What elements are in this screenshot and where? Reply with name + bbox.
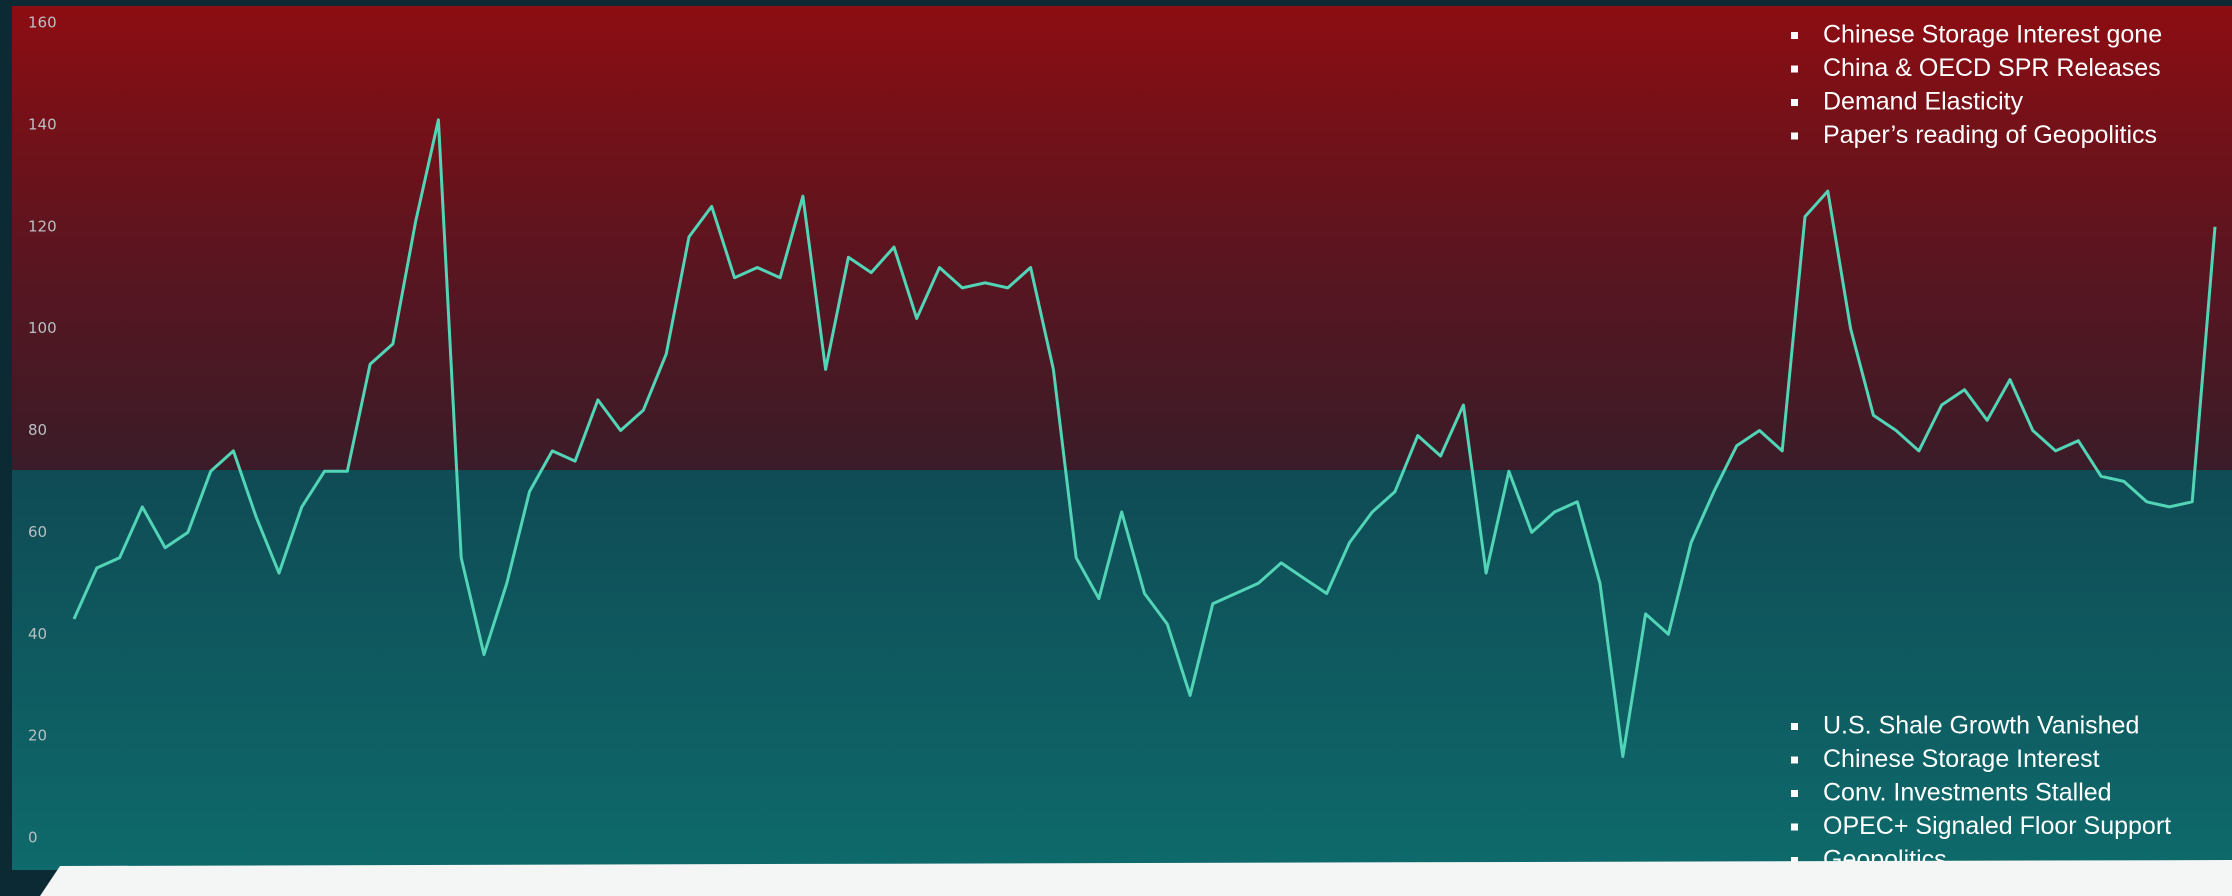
upper-band	[12, 6, 2232, 470]
y-tick-label: 0	[28, 829, 38, 847]
bullet	[1791, 857, 1798, 864]
bullet	[1791, 723, 1798, 730]
annotation: U.S. Shale Growth Vanished	[1823, 712, 2139, 740]
bullet	[1791, 32, 1798, 39]
bullet	[1791, 99, 1798, 106]
price-line	[72, 118, 2217, 758]
annotation: Chinese Storage Interest	[1823, 745, 2100, 773]
bullet	[1791, 823, 1798, 831]
y-tick-label: 60	[28, 523, 47, 541]
annotation: Chinese Storage Interest gone	[1823, 21, 2162, 49]
bullet	[1791, 132, 1798, 140]
y-tick-label: 80	[28, 421, 47, 439]
bullet	[1791, 790, 1798, 797]
bullet	[1791, 65, 1798, 73]
annotation: Conv. Investments Stalled	[1823, 779, 2112, 807]
lower-band	[12, 470, 2232, 870]
bullet	[1791, 756, 1798, 764]
annotation: Demand Elasticity	[1823, 88, 2024, 116]
y-tick-label: 40	[28, 625, 47, 643]
y-tick-label: 120	[28, 217, 57, 235]
annotation: China & OECD SPR Releases	[1823, 54, 2161, 82]
y-tick-label: 100	[28, 319, 57, 337]
bottom-strip	[40, 860, 2232, 896]
y-tick-label: 20	[28, 727, 47, 745]
y-tick-label: 140	[28, 115, 57, 133]
y-tick-label: 160	[28, 14, 57, 32]
annotation: Paper’s reading of Geopolitics	[1823, 121, 2157, 149]
annotation: OPEC+ Signaled Floor Support	[1823, 812, 2171, 840]
